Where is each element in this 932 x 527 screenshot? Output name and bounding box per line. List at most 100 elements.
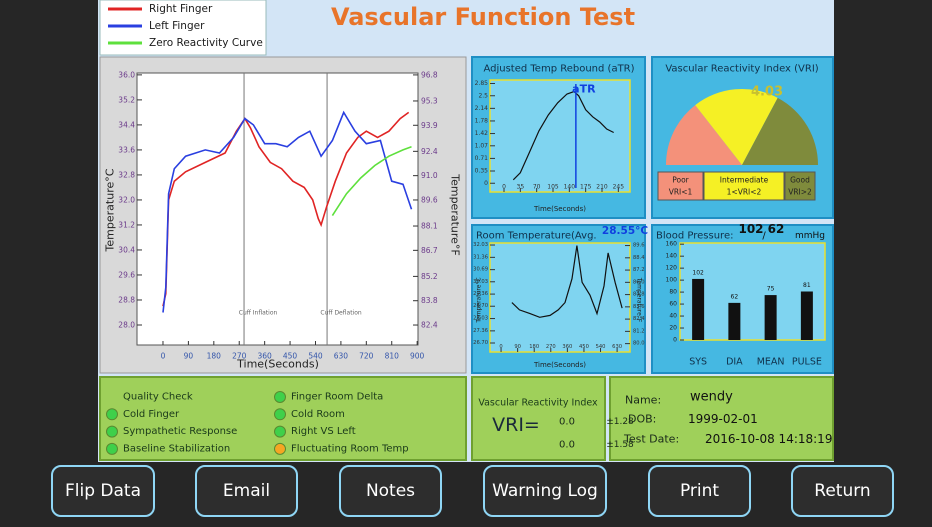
vri-error: ±1.28 [606, 417, 634, 427]
y-tick-label: 60 [669, 301, 677, 308]
vri-label: VRI= [492, 414, 540, 436]
button[interactable] [339, 465, 442, 517]
range-box [703, 171, 785, 201]
gauge-segment [695, 89, 778, 165]
range-box [784, 171, 816, 201]
x-tick-label: 630 [334, 352, 349, 361]
y-tick-label: 2.14 [475, 105, 489, 112]
bp-unit: mmHg [795, 231, 825, 241]
quality-title: Quality Check [123, 392, 193, 403]
y-tick-label: 28.8 [118, 295, 135, 304]
status-indicator [274, 391, 286, 403]
x-tick-label: 70 [533, 184, 541, 191]
y2-tick-label: 82.4 [421, 321, 438, 330]
y2-tick-label: 92.4 [421, 147, 438, 156]
bar-value-label: 81 [803, 282, 811, 289]
x-tick-label: 360 [257, 352, 272, 361]
button-label[interactable]: Notes [366, 481, 415, 501]
quality-item: Cold Finger [123, 409, 180, 420]
y2-tick-label: 83.8 [421, 296, 438, 305]
y-axis-title: Temperature°C [104, 168, 117, 252]
quality-item: Finger Room Delta [291, 392, 383, 403]
bp-diastolic: 62 [768, 222, 785, 236]
y-tick-label: 30.69 [473, 267, 488, 273]
button-label[interactable]: Email [223, 481, 270, 501]
x-tick-label: 0 [499, 344, 502, 350]
y-tick-label: 28.70 [473, 303, 488, 309]
annotation-label: Cuff Inflation [239, 310, 278, 317]
y-tick-label: 35.2 [118, 95, 135, 104]
range-label: Poor [672, 176, 689, 185]
x-tick-label: 245 [613, 184, 625, 191]
gauge-segment [666, 105, 742, 165]
status-indicator [274, 408, 286, 421]
button[interactable] [51, 465, 155, 517]
bar [728, 302, 741, 340]
y2-tick-label: 82.4 [633, 316, 645, 322]
panel-title: Blood Pressure: [656, 231, 733, 242]
button-label[interactable]: Flip Data [65, 481, 141, 501]
x-tick-label: DIA [726, 357, 743, 368]
quality-item: Right VS Left [291, 426, 356, 437]
x-tick-label: 175 [580, 184, 592, 191]
y2-tick-label: 89.6 [633, 243, 645, 249]
x-tick-label: 210 [596, 184, 608, 191]
y2-tick-label: 86.7 [421, 246, 438, 255]
button[interactable] [483, 465, 607, 517]
gauge-value: 4.03 [751, 85, 783, 100]
x-tick-label: 360 [562, 344, 572, 350]
y2-tick-label: 95.3 [421, 96, 438, 105]
plot-area [679, 242, 826, 341]
panel-title: Vascular Reactivity Index (VRI) [665, 64, 818, 75]
x-axis-title: Time(Seconds) [533, 205, 586, 213]
panel-title: Room Temperature(Avg. [476, 231, 597, 242]
y-tick-label: 20 [669, 325, 677, 332]
button[interactable] [791, 465, 894, 517]
button-label[interactable]: Warning Log [492, 481, 598, 501]
series-line [162, 110, 413, 313]
title: Vascular Function Test [331, 3, 635, 31]
quality-item: Baseline Stabilization [123, 443, 230, 454]
x-tick-label: PULSE [792, 357, 822, 368]
series-line [162, 111, 410, 307]
gauge-segment [742, 97, 818, 165]
y-tick-label: 40 [669, 313, 677, 320]
y-axis-title: Temperature°C [476, 277, 483, 323]
x-tick-label: 270 [232, 352, 247, 361]
patient-test-date: 2016-10-08 14:18:19 [705, 432, 832, 446]
button-label[interactable]: Print [680, 481, 719, 501]
bp-separator: / [762, 231, 766, 242]
y-tick-label: 28.0 [118, 320, 135, 329]
x-tick-label: 0 [502, 184, 506, 191]
vri-result-panel [471, 376, 606, 461]
status-indicator [274, 425, 286, 438]
y2-axis-title: Temperature°F [636, 277, 643, 323]
bar-value-label: 102 [692, 269, 704, 276]
bar-value-label: 62 [731, 293, 739, 300]
button[interactable] [648, 465, 751, 517]
series-line [331, 146, 412, 217]
vri-value: 0.0 [559, 417, 575, 428]
room-average: 28.55°C [602, 225, 648, 237]
y-tick-label: 120 [666, 265, 678, 272]
y2-tick-label: 80.0 [633, 341, 645, 347]
x-tick-label: 270 [546, 344, 556, 350]
y-tick-label: 28.03 [473, 316, 488, 322]
plot-area [489, 79, 631, 193]
y2-tick-label: 86.0 [633, 279, 645, 285]
series-line [512, 90, 614, 181]
x-tick-label: 450 [579, 344, 589, 350]
bar [800, 291, 813, 340]
x-tick-label: 180 [529, 344, 539, 350]
range-label: Good [790, 176, 810, 185]
legend-label: Left Finger [149, 20, 205, 32]
patient-panel [609, 376, 834, 461]
y-tick-label: 0 [673, 337, 677, 344]
bar [764, 295, 777, 340]
y-tick-label: 30.4 [118, 245, 135, 254]
button[interactable] [195, 465, 298, 517]
button-label[interactable]: Return [814, 481, 870, 501]
x-tick-label: 810 [385, 352, 400, 361]
y-tick-label: 2.85 [475, 80, 489, 87]
